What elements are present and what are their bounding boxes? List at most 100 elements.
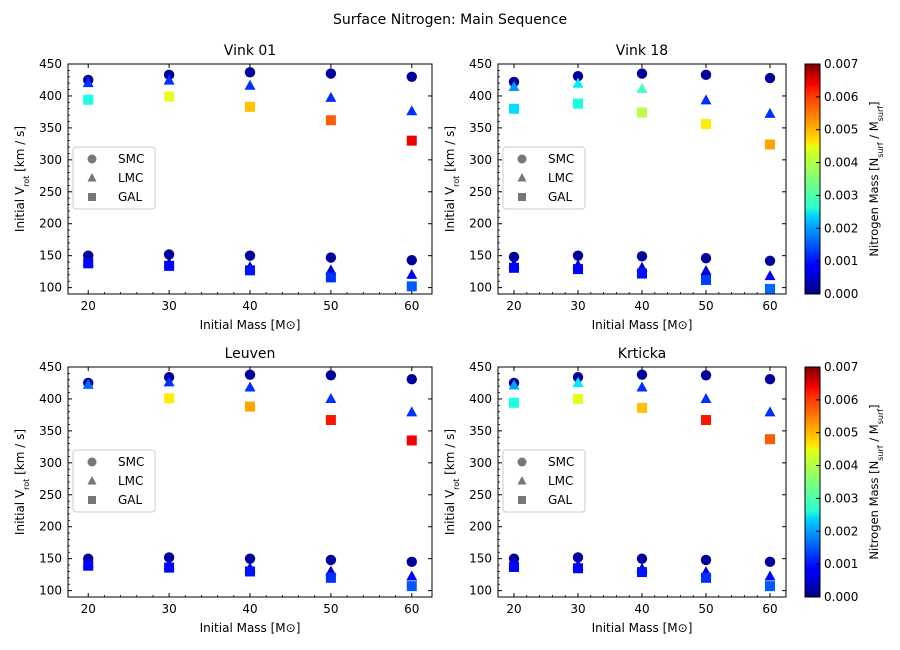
marker-gal — [406, 581, 417, 592]
marker-smc — [636, 68, 648, 79]
marker-lmc — [572, 376, 584, 387]
marker-lmc — [406, 268, 418, 279]
x-tick-label: 60 — [404, 602, 419, 616]
marker-smc — [764, 556, 776, 568]
colorbar-label-part: / M — [867, 424, 881, 445]
y-tick-label: 100 — [469, 281, 492, 295]
marker-smc — [764, 373, 776, 385]
legend: SMC LMC GAL — [72, 449, 156, 513]
marker-lmc — [406, 406, 418, 417]
marker-gal — [325, 572, 336, 583]
legend-label: LMC — [118, 171, 143, 185]
y-tick-label: 450 — [39, 57, 62, 71]
marker-lmc — [508, 81, 520, 91]
colorbar-tick-label: 0.007 — [824, 57, 858, 71]
marker-smc — [572, 70, 584, 82]
marker-smc — [636, 251, 648, 262]
y-tick-label: 250 — [469, 185, 492, 199]
subplot-vink-01: Vink 01 20 30 40 50 60 100 150 200 250 300 350 400 45… — [13, 43, 433, 332]
marker-lmc — [700, 265, 712, 275]
marker-smc — [325, 554, 337, 566]
colorbar-tick-label: 0.007 — [824, 360, 858, 374]
axes-frame — [497, 63, 787, 295]
subplot-leuven: Leuven 20 30 40 50 60 100 150 200 250 300 350 400 450… — [13, 346, 433, 635]
marker-gal — [637, 268, 647, 279]
colorbar-tick-label: 0.003 — [824, 491, 858, 505]
marker-lmc — [764, 406, 776, 417]
marker-smc — [508, 251, 520, 263]
marker-smc — [572, 250, 584, 261]
colorbar-tick-label: 0.001 — [824, 254, 858, 268]
marker-lmc — [406, 105, 418, 116]
marker-gal — [325, 415, 336, 426]
legend-label: SMC — [118, 455, 144, 469]
marker-smc — [700, 253, 712, 264]
marker-smc — [636, 553, 648, 564]
marker-gal — [245, 401, 255, 412]
y-axis-label-sub: rot — [452, 176, 461, 187]
marker-gal — [637, 402, 647, 413]
y-tick-label: 400 — [39, 392, 62, 406]
marker-smc — [406, 254, 417, 266]
colorbar-gradient — [804, 63, 821, 295]
marker-smc — [325, 370, 337, 381]
legend: SMC LMC GAL — [502, 449, 586, 513]
x-tick-label: 20 — [81, 602, 96, 616]
marker-gal — [701, 119, 711, 130]
colorbar-tick-label: 0.001 — [824, 557, 858, 571]
marker-smc — [244, 250, 256, 261]
marker-smc — [406, 556, 417, 568]
marker-smc — [700, 69, 712, 81]
legend-label: SMC — [118, 152, 144, 166]
figure-title: Surface Nitrogen: Main Sequence — [333, 12, 567, 28]
y-axis-label-rest: [km / s] — [443, 429, 457, 479]
marker-lmc — [163, 376, 175, 387]
marker-smc — [700, 370, 712, 381]
colorbar-gradient — [804, 366, 821, 598]
legend-marker-smc — [517, 457, 527, 467]
x-tick-label: 50 — [698, 602, 713, 616]
y-axis-label: Initial Vrot [km / s] — [13, 126, 31, 232]
marker-lmc — [244, 381, 256, 392]
legend-marker-lmc — [517, 173, 527, 182]
legend-marker-smc — [87, 457, 97, 467]
marker-lmc — [636, 381, 648, 392]
x-tick-label: 30 — [570, 299, 585, 313]
y-axis-label-sub: rot — [452, 479, 461, 490]
y-tick-label: 350 — [469, 121, 492, 135]
y-tick-label: 150 — [469, 552, 492, 566]
y-tick-label: 350 — [39, 424, 62, 438]
marker-smc — [244, 67, 256, 78]
y-tick-label: 200 — [469, 217, 492, 231]
legend-marker-lmc — [87, 476, 97, 485]
y-tick-label: 150 — [469, 249, 492, 263]
x-tick-label: 30 — [161, 602, 176, 616]
marker-gal — [406, 281, 417, 292]
y-axis-label-sub: rot — [22, 176, 31, 187]
colorbar-tick-label: 0.004 — [824, 156, 858, 170]
colorbar-tick-label: 0.002 — [824, 221, 858, 235]
colorbar: 0.000 0.001 0.002 0.003 0.004 0.005 0.006 0.007… — [804, 360, 885, 604]
colorbar-label-part: / M — [867, 121, 881, 142]
marker-smc — [406, 71, 417, 82]
legend-label: SMC — [548, 455, 574, 469]
subplot-title: Vink 01 — [224, 43, 276, 59]
marker-smc — [163, 249, 175, 260]
y-tick-label: 200 — [39, 520, 62, 534]
marker-gal — [509, 103, 519, 114]
marker-lmc — [700, 392, 712, 403]
y-tick-label: 150 — [39, 552, 62, 566]
marker-gal — [83, 560, 94, 571]
marker-smc — [700, 554, 712, 566]
legend-label: LMC — [548, 171, 573, 185]
marker-lmc — [700, 94, 712, 105]
colorbar-label-sub: surf — [876, 445, 885, 461]
marker-gal — [83, 258, 94, 269]
x-tick-label: 60 — [762, 602, 777, 616]
axes-frame — [67, 366, 433, 598]
legend-label: LMC — [118, 474, 143, 488]
axes-frame — [497, 366, 787, 598]
legend-marker-gal — [88, 193, 96, 201]
marker-smc — [764, 72, 776, 84]
legend-label: GAL — [548, 493, 573, 507]
